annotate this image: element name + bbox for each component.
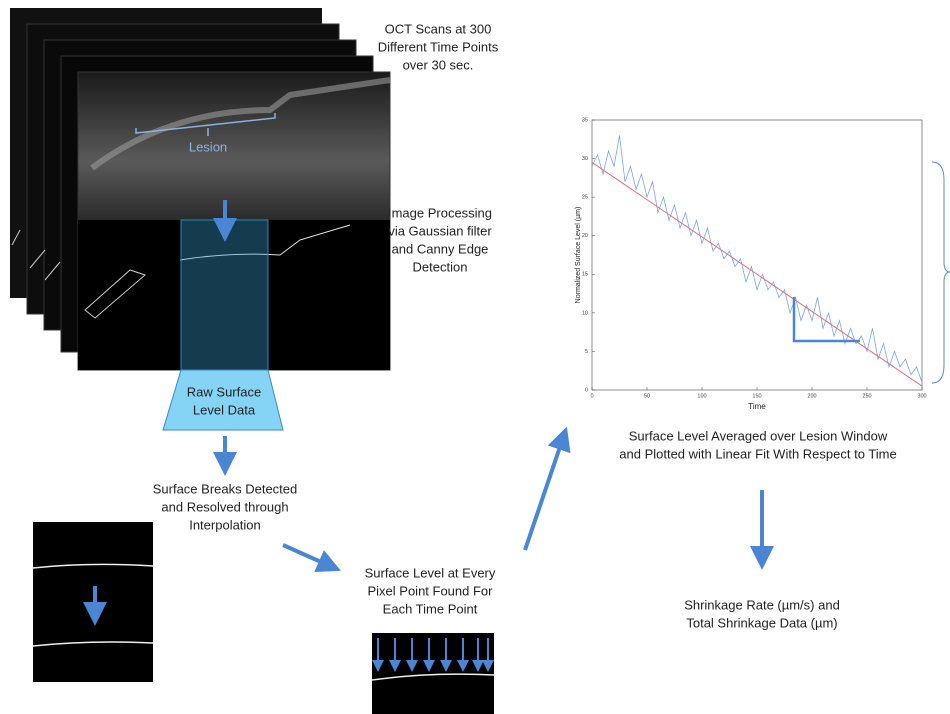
caption-pixel: Each Time Point	[383, 601, 478, 616]
small-image-1	[33, 522, 153, 682]
raw-box	[163, 370, 283, 430]
x-tick-label: 0	[590, 393, 593, 399]
y-tick-label: 30	[582, 156, 588, 162]
y-tick-label: 5	[585, 349, 588, 355]
caption-raw: Level Data	[193, 402, 256, 417]
caption-processing: via Gaussian filter	[388, 223, 492, 238]
caption-breaks: Surface Breaks Detected	[153, 481, 298, 496]
caption-oct: OCT Scans at 300	[385, 21, 492, 36]
caption-shrinkage: Total Shrinkage Data (µm)	[686, 615, 837, 630]
y-tick-label: 10	[582, 310, 588, 316]
x-tick-label: 50	[644, 393, 650, 399]
x-tick-label: 300	[917, 393, 926, 399]
y-tick-label: 35	[582, 117, 588, 123]
caption-oct: Different Time Points	[378, 39, 499, 54]
caption-shrinkage: Shrinkage Rate (µm/s) and	[684, 597, 840, 612]
caption-oct: over 30 sec.	[403, 57, 474, 72]
x-axis-label: Time	[748, 402, 766, 411]
y-tick-label: 0	[585, 387, 588, 393]
diagram: 0 50 100 150 200 250 300 0 5 10 15 20 25 30 35 Time Norm…	[0, 0, 950, 714]
caption-processing: Detection	[413, 259, 468, 274]
caption-averaged: and Plotted with Linear Fit With Respect…	[619, 446, 896, 461]
caption-processing: Image Processing	[388, 205, 492, 220]
y-tick-label: 15	[582, 272, 588, 278]
caption-pixel: Pixel Point Found For	[367, 583, 493, 598]
x-tick-label: 200	[807, 393, 816, 399]
x-tick-label: 100	[697, 393, 706, 399]
caption-pixel: Surface Level at Every	[365, 565, 496, 580]
caption-processing: and Canny Edge	[392, 241, 489, 256]
bracket	[932, 162, 950, 383]
y-axis-label: Normalized Surface Level (µm)	[575, 207, 582, 304]
y-tick-label: 25	[582, 195, 588, 201]
x-tick-label: 250	[862, 393, 871, 399]
small-image-2	[372, 633, 494, 714]
caption-breaks: Interpolation	[189, 517, 261, 532]
plot-frame	[592, 120, 922, 390]
caption-averaged: Surface Level Averaged over Lesion Windo…	[629, 428, 888, 443]
x-tick-label: 150	[752, 393, 761, 399]
caption-raw: Raw Surface	[187, 384, 261, 399]
roi-box	[181, 220, 268, 370]
y-tick-label: 20	[582, 233, 588, 239]
caption-breaks: and Resolved through	[161, 499, 288, 514]
lesion-label: Lesion	[189, 139, 227, 154]
